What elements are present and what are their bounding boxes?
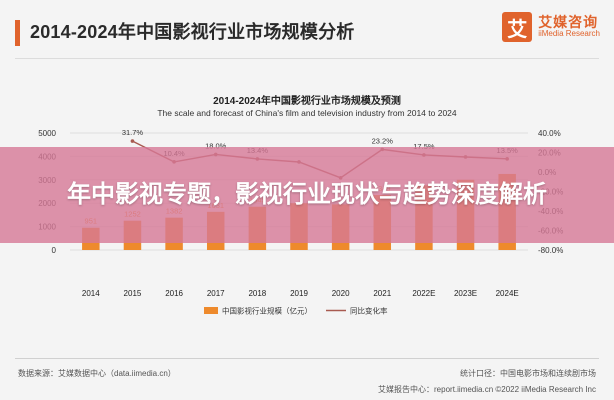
right-axis-tick-label: 40.0% [538, 129, 561, 138]
legend-label-line: 同比变化率 [350, 306, 388, 316]
x-axis-tick-label: 2014 [82, 289, 100, 298]
stats-scope: 统计口径：中国电影市场和连续剧市场 [460, 369, 596, 378]
iimedia-logo: 艾 艾媒咨询 iiMedia Research [502, 12, 600, 42]
right-axis-tick-label: -80.0% [538, 246, 563, 255]
topic-banner: 年中影视专题，影视行业现状与趋势深度解析 [0, 147, 614, 243]
page-title: 2014-2024年中国影视行业市场规模分析 [30, 22, 355, 42]
x-axis-tick-label: 2024E [496, 289, 519, 298]
logo-name-cn: 艾媒咨询 [538, 13, 599, 30]
legend-swatch-bar [204, 307, 218, 314]
header-divider [15, 58, 599, 59]
growth-rate-point [130, 139, 135, 143]
chart-title: 2014-2024年中国影视行业市场规模及预测 [213, 96, 401, 107]
x-axis-tick-label: 2016 [165, 289, 183, 298]
left-axis-tick-label: 5000 [38, 129, 56, 138]
footer-divider [15, 358, 599, 359]
x-axis-tick-label: 2018 [248, 289, 266, 298]
x-axis-tick-label: 2015 [124, 289, 142, 298]
left-axis-tick-label: 0 [52, 246, 57, 255]
x-axis-tick-label: 2021 [373, 289, 391, 298]
banner-headline: 年中影视专题，影视行业现状与趋势深度解析 [67, 181, 547, 208]
logo-name-en: iiMedia Research [538, 29, 600, 39]
title-accent-bar [15, 20, 20, 46]
x-axis-tick-label: 2023E [454, 289, 477, 298]
x-axis-tick-label: 2019 [290, 289, 308, 298]
line-data-label: 17.5% [413, 142, 435, 151]
legend-label-bar: 中国影视行业规模（亿元） [222, 306, 312, 316]
line-data-label: 18.0% [205, 141, 227, 150]
chart-subtitle: The scale and forecast of China's film a… [157, 108, 457, 118]
logo-mark-icon: 艾 [502, 12, 533, 42]
copyright: 艾媒报告中心：report.iimedia.cn ©2022 iiMedia R… [378, 385, 596, 394]
x-axis-tick-label: 2017 [207, 289, 225, 298]
data-source: 数据来源：艾媒数据中心（data.iimedia.cn） [18, 369, 176, 378]
x-axis-tick-label: 2022E [412, 289, 435, 298]
line-data-label: 31.7% [122, 128, 144, 137]
x-axis-tick-label: 2020 [332, 289, 350, 298]
line-data-label: 23.2% [372, 136, 394, 145]
